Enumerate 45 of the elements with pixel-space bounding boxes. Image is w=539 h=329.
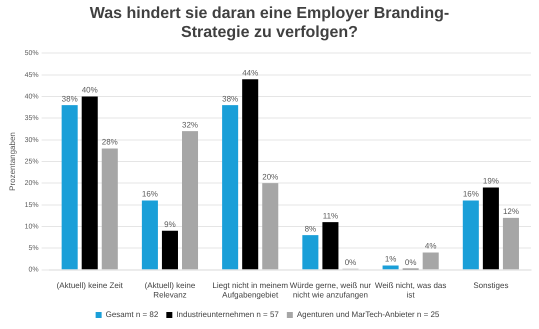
legend-label: Industrieunternehmen n = 57 — [176, 310, 280, 320]
bar — [182, 131, 198, 270]
bar — [82, 96, 98, 270]
data-label: 20% — [262, 172, 278, 182]
data-label: 8% — [304, 224, 316, 234]
data-label: 40% — [82, 86, 98, 95]
bar — [422, 252, 439, 270]
bar — [242, 79, 258, 270]
legend-label: Agenturen und MarTech-Anbieter n = 25 — [296, 310, 440, 320]
data-label: 16% — [462, 190, 479, 199]
bar — [302, 235, 318, 270]
x-tick-label: Liegt nicht in meinem Aufgabengebiet — [212, 280, 288, 300]
x-tick-label: Weiß nicht, was das ist — [374, 280, 446, 300]
bar — [142, 200, 158, 270]
bar — [462, 200, 479, 270]
data-label: 38% — [222, 94, 238, 104]
data-label: 38% — [62, 94, 78, 104]
data-label: 44% — [242, 68, 258, 78]
y-axis-title: Prozentangaben — [8, 132, 18, 191]
data-label: 28% — [102, 138, 118, 147]
bar — [222, 105, 238, 270]
data-label: 0% — [344, 258, 356, 268]
bar — [382, 265, 399, 270]
data-label: 0% — [404, 258, 416, 268]
x-tick-label: Würde gerne, weiß nur nicht wie anzufangen — [290, 280, 372, 300]
data-label: 9% — [164, 220, 176, 230]
x-tick-label: (Aktuell) keine Relevanz — [144, 280, 196, 300]
bar — [322, 222, 338, 270]
data-label: 16% — [142, 190, 158, 199]
bar — [62, 105, 78, 270]
bar — [502, 218, 519, 270]
legend-label: Gesamt n = 82 — [106, 310, 159, 320]
bar — [162, 230, 178, 270]
data-label: 1% — [384, 254, 396, 264]
chart-title: Was hindert sie daran eine Employer Branding-Strategie zu verfolgen? — [88, 4, 450, 43]
data-label: 19% — [482, 176, 499, 186]
bar — [102, 148, 118, 270]
data-label: 12% — [502, 207, 519, 216]
data-label: 32% — [182, 120, 198, 130]
data-label: 11% — [322, 211, 338, 220]
bar — [482, 187, 499, 270]
x-tick-label: Sonstiges — [473, 280, 508, 290]
data-label: 4% — [424, 242, 436, 251]
x-tick-label: (Aktuell) keine Zeit — [56, 280, 124, 290]
bar — [262, 183, 278, 270]
